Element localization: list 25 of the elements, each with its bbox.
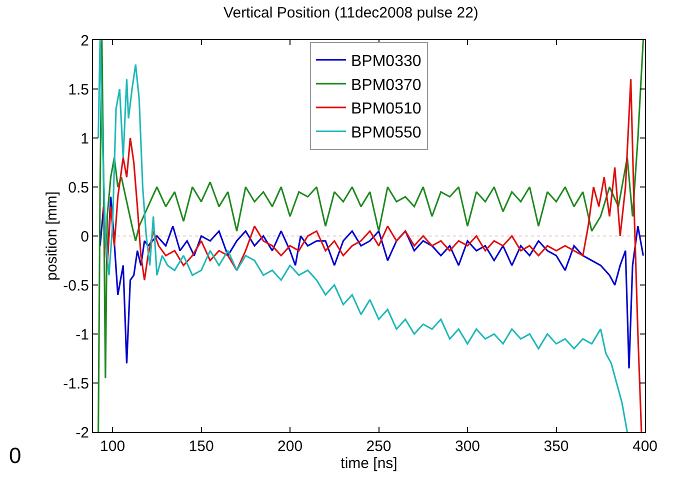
legend-label: BPM0370 [351, 76, 422, 94]
y-tick-label: 0 [80, 228, 89, 246]
y-tick-label: 0.5 [68, 179, 89, 196]
x-tick-label: 400 [632, 438, 658, 455]
text: 0 [9, 443, 22, 468]
legend-label: BPM0330 [351, 53, 422, 70]
x-tick-label: 150 [188, 438, 214, 455]
legend-label: BPM0550 [351, 124, 422, 142]
x-tick-label: 250 [366, 438, 392, 455]
y-tick-label: -1 [76, 326, 89, 344]
x-tick-label: 350 [544, 438, 569, 455]
x-tick-label: 200 [278, 438, 303, 455]
y-tick-label: -2 [76, 424, 89, 442]
y-tick-label: 1.5 [68, 81, 89, 98]
y-tick-label: -0.5 [63, 277, 89, 294]
x-axis-title: time [ns] [340, 455, 398, 472]
x-tick-label: 300 [454, 438, 480, 455]
y-axis-title: position [mm] [43, 191, 60, 281]
y-tick-label: 1 [80, 130, 89, 148]
y-tick-label: -1.5 [63, 375, 89, 392]
x-tick-label: 100 [100, 438, 126, 455]
chart-title: Vertical Position (11dec2008 pulse 22) [224, 4, 478, 22]
y-tick-label: 2 [80, 32, 89, 50]
line-series [99, 196, 644, 370]
legend-label: BPM0510 [351, 100, 422, 118]
